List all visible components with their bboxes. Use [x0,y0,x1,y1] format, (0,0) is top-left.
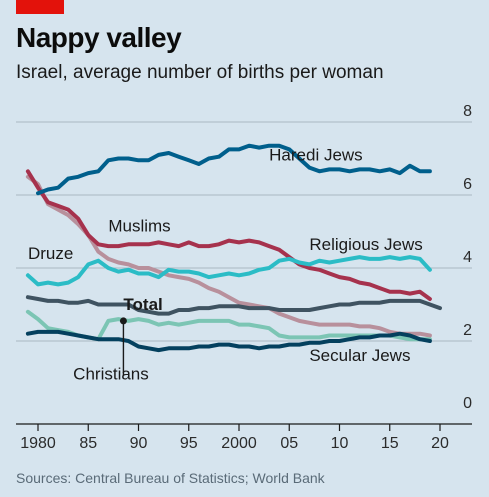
x-axis: 1980 85 90 95 2000 05 10 15 20 [16,423,472,452]
x-tick-label: 10 [331,435,349,452]
series-label-muslims: Muslims [108,217,170,236]
series-line-haredi-jews [36,143,432,196]
series-label-druze: Druze [28,244,73,263]
y-tick-label: 4 [463,249,472,266]
x-tick-label: 85 [79,435,97,452]
series-label-haredi-jews: Haredi Jews [269,145,363,164]
x-tick-label: 20 [431,435,449,452]
series-line-muslims [25,169,432,301]
y-tick-label: 8 [463,103,472,120]
series-label-total: Total [123,295,162,314]
x-tick-label: 1980 [20,435,56,452]
series-line-druze [25,174,432,338]
chart-subtitle: Israel, average number of births per wom… [16,62,384,83]
x-tick-label: 2000 [221,435,257,452]
series-label-religious-jews: Religious Jews [309,235,422,254]
source-note: Sources: Central Bureau of Statistics; W… [16,470,325,486]
x-tick-label: 90 [130,435,148,452]
series-labels: Haredi Jews Muslims Druze Religious Jews Tot… [28,145,423,383]
y-tick-label: 6 [463,176,472,193]
series-line-total [25,295,442,316]
y-tick-label: 2 [463,322,472,339]
series-line-religious-jews [25,255,432,287]
series-label-christians: Christians [73,364,149,383]
y-axis-labels: 0 2 4 6 8 [463,103,472,412]
series-label-secular-jews: Secular Jews [309,346,410,365]
x-tick-label: 05 [280,435,298,452]
chart-title: Nappy valley [16,22,182,53]
x-tick-label: 95 [180,435,198,452]
brand-bar [16,0,64,14]
christians-leader-dot [119,317,127,325]
y-tick-label: 0 [463,395,472,412]
series-line-secular-jews [25,329,432,353]
x-tick-label: 15 [381,435,399,452]
gridlines [16,121,472,342]
series-lines [25,143,442,376]
